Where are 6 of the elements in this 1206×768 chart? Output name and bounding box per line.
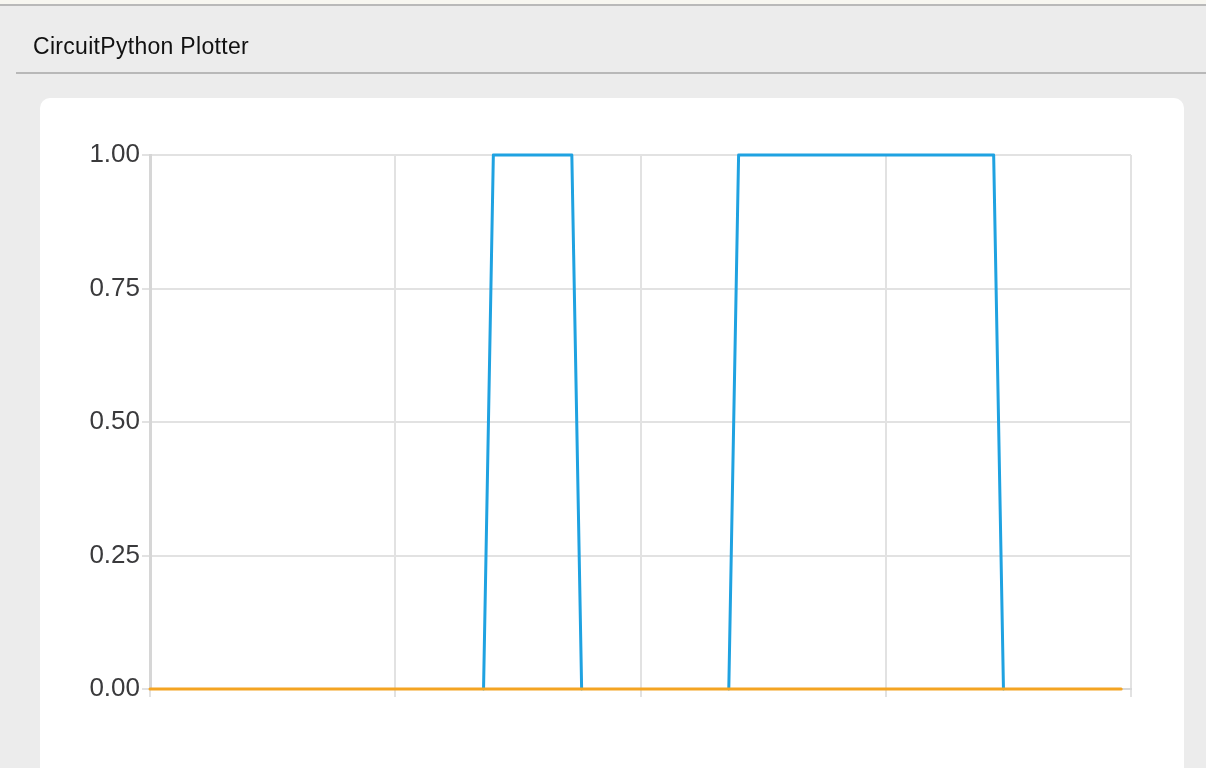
y-tick-label: 0.25 bbox=[89, 538, 140, 569]
chart-title: CircuitPython Plotter bbox=[33, 33, 249, 59]
y-tick-label: 1.00 bbox=[89, 138, 140, 169]
y-tick-label: 0.50 bbox=[89, 405, 140, 436]
y-tick-label: 0.00 bbox=[89, 672, 140, 703]
y-tick-label: 0.75 bbox=[89, 271, 140, 302]
